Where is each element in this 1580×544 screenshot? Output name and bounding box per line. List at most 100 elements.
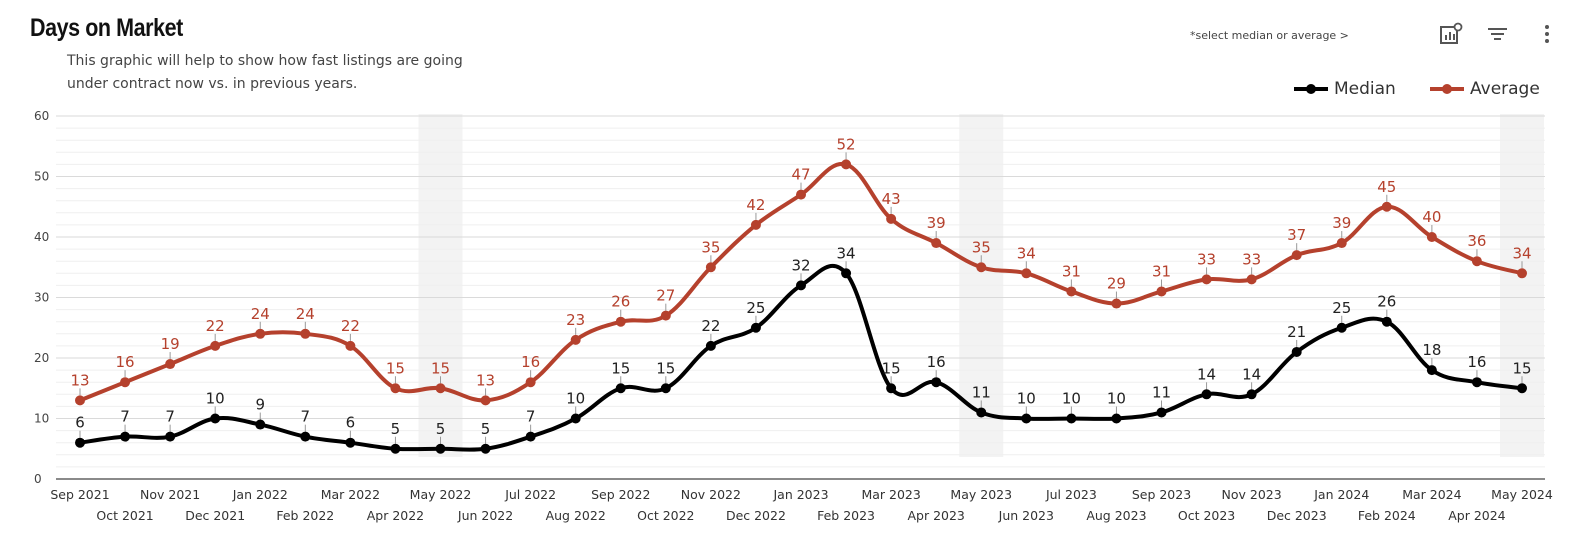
median-data-label: 22 — [701, 317, 720, 335]
median-point — [210, 413, 221, 424]
median-point — [976, 407, 987, 418]
median-data-label: 6 — [346, 414, 356, 432]
median-data-label: 32 — [791, 256, 810, 274]
x-tick-label: Apr 2024 — [1448, 508, 1505, 523]
x-tick-label: Mar 2022 — [321, 487, 380, 502]
y-tick-label: 30 — [34, 291, 49, 305]
average-data-label: 19 — [161, 335, 180, 353]
average-data-label: 47 — [791, 166, 810, 184]
x-tick-label: Oct 2023 — [1178, 508, 1235, 523]
average-point — [750, 219, 761, 230]
x-tick-label: Jun 2023 — [998, 508, 1054, 523]
average-point — [525, 377, 536, 388]
median-point — [615, 383, 626, 394]
average-data-label: 24 — [296, 305, 315, 323]
median-data-label: 10 — [566, 390, 585, 408]
median-point — [705, 340, 716, 351]
median-point — [525, 431, 536, 442]
x-tick-label: Jan 2024 — [1313, 487, 1369, 502]
average-point — [615, 316, 626, 327]
average-point — [300, 328, 311, 339]
average-point — [1517, 268, 1527, 279]
x-tick-label: May 2024 — [1491, 487, 1553, 502]
average-point — [120, 377, 131, 388]
average-data-label: 45 — [1377, 178, 1396, 196]
x-tick-label: Sep 2021 — [50, 487, 109, 502]
average-point — [660, 310, 671, 321]
chart-title: Days on Market — [30, 14, 183, 42]
median-point — [435, 443, 446, 454]
median-data-label: 14 — [1242, 365, 1261, 383]
x-tick-label: Jan 2023 — [772, 487, 828, 502]
average-point — [75, 395, 85, 406]
legend-median[interactable]: Median — [1292, 78, 1396, 100]
y-tick-label: 10 — [34, 412, 49, 426]
average-point — [1066, 286, 1077, 297]
median-point — [300, 431, 311, 442]
average-point — [886, 213, 897, 224]
average-point — [165, 359, 176, 370]
average-point — [1201, 274, 1212, 285]
median-data-label: 16 — [1467, 353, 1486, 371]
median-data-label: 34 — [837, 244, 856, 262]
median-point — [1517, 383, 1527, 394]
median-point — [750, 322, 761, 333]
median-data-label: 15 — [882, 359, 901, 377]
select-hint: *select median or average > — [1190, 29, 1349, 42]
x-tick-label: Sep 2023 — [1132, 487, 1191, 502]
legend-average[interactable]: Average — [1428, 78, 1540, 100]
median-data-label: 26 — [1377, 293, 1396, 311]
x-tick-label: Dec 2023 — [1267, 508, 1327, 523]
average-data-label: 33 — [1242, 250, 1261, 268]
average-data-label: 16 — [521, 353, 540, 371]
filter-icon[interactable] — [1485, 22, 1511, 46]
average-data-label: 35 — [701, 238, 720, 256]
median-point — [1381, 316, 1392, 327]
x-tick-label: Jun 2022 — [457, 508, 513, 523]
average-data-label: 39 — [927, 214, 946, 232]
average-point — [1426, 232, 1437, 242]
median-data-label: 10 — [1062, 390, 1081, 408]
median-data-label: 11 — [1152, 383, 1171, 401]
x-tick-label: Jul 2022 — [504, 487, 556, 502]
x-tick-label: Apr 2022 — [367, 508, 424, 523]
median-data-label: 14 — [1197, 365, 1216, 383]
average-data-label: 34 — [1017, 244, 1036, 262]
y-tick-label: 60 — [34, 109, 49, 123]
legend-average-label: Average — [1470, 79, 1540, 99]
x-tick-label: Apr 2023 — [907, 508, 964, 523]
median-data-label: 16 — [927, 353, 946, 371]
average-data-label: 37 — [1287, 226, 1306, 244]
median-line — [78, 264, 1524, 452]
x-tick-label: Nov 2022 — [681, 487, 741, 502]
median-point — [1291, 346, 1302, 357]
average-point — [345, 340, 356, 351]
median-point — [1336, 322, 1347, 333]
more-vertical-icon[interactable] — [1534, 22, 1560, 46]
average-point — [1471, 256, 1482, 267]
x-tick-label: Sep 2022 — [591, 487, 650, 502]
median-point — [165, 431, 176, 442]
average-data-label: 36 — [1467, 232, 1486, 250]
y-tick-label: 0 — [34, 472, 42, 486]
median-data-label: 15 — [656, 359, 675, 377]
average-data-label: 31 — [1152, 262, 1171, 280]
median-data-label: 15 — [611, 359, 630, 377]
average-data-label: 43 — [882, 190, 901, 208]
median-point — [255, 419, 266, 430]
x-tick-label: May 2022 — [410, 487, 472, 502]
x-tick-label: Dec 2021 — [185, 508, 245, 523]
y-tick-label: 20 — [34, 351, 49, 365]
average-data-label: 52 — [837, 135, 856, 153]
median-point — [75, 437, 85, 448]
average-data-label: 42 — [746, 196, 765, 214]
average-point — [1156, 286, 1167, 297]
x-tick-label: Mar 2023 — [861, 487, 920, 502]
average-point — [480, 395, 491, 406]
legend-median-label: Median — [1334, 79, 1396, 99]
average-point — [841, 159, 852, 170]
chart-settings-icon[interactable] — [1438, 22, 1464, 46]
median-point — [570, 413, 581, 424]
average-point — [1336, 238, 1347, 249]
median-point — [1426, 365, 1437, 376]
